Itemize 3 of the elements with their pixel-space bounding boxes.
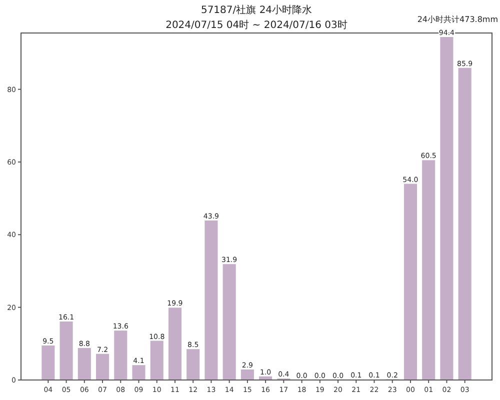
chart-subtitle: 2024/07/15 04时 ~ 2024/07/16 03时 <box>166 19 348 31</box>
chart-title: 57187/社旗 24小时降水 <box>200 4 312 16</box>
text: 24小时共计473.8mm <box>417 15 498 24</box>
